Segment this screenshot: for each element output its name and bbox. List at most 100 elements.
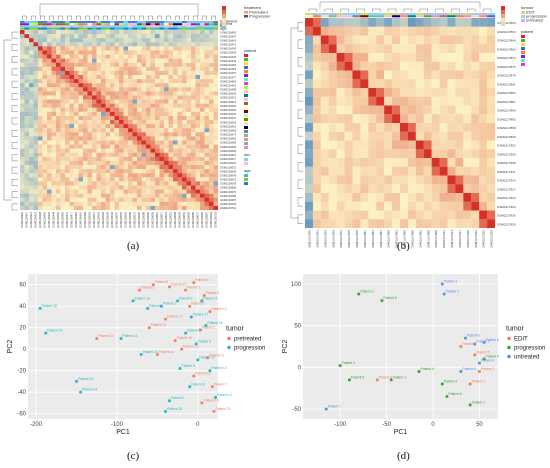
heatmap-cell <box>209 99 214 104</box>
column-label: GSM1216561 <box>124 211 128 228</box>
heatmap-cell <box>128 34 133 39</box>
heatmap-cell <box>96 205 102 211</box>
annotation-cell <box>132 21 138 24</box>
heatmap-cell <box>352 26 361 36</box>
heatmap-cell <box>128 50 133 55</box>
heatmap-cell <box>137 189 142 194</box>
heatmap-cell <box>96 156 102 162</box>
heatmap-cell <box>119 160 124 166</box>
annotation-cell <box>423 15 432 18</box>
point-label: Patient 24 <box>98 334 113 338</box>
annotation-cell <box>128 21 133 24</box>
heatmap-cell <box>407 44 416 54</box>
heatmap-cell <box>42 54 48 59</box>
heatmap-cell <box>29 120 34 125</box>
y-tick-label: 50 <box>294 324 301 330</box>
heatmap-cell <box>42 181 48 186</box>
heatmap-cell <box>78 58 84 63</box>
heatmap-cell <box>209 140 214 145</box>
heatmap-cell <box>119 120 124 125</box>
heatmap-cell <box>132 79 138 84</box>
row-label: GSM1216652 <box>220 178 237 182</box>
heatmap-cell <box>344 166 353 176</box>
heatmap-cell <box>159 185 165 190</box>
column-label: GSM1216694 <box>209 211 213 228</box>
heatmap-cell <box>177 160 183 166</box>
heatmap-cell <box>78 177 84 182</box>
heatmap-cell <box>186 66 192 72</box>
heatmap-cell <box>78 66 84 72</box>
heatmap-cell <box>177 128 183 133</box>
heatmap-cell <box>60 30 66 35</box>
heatmap-cell <box>33 148 39 153</box>
heatmap-cell <box>447 35 456 45</box>
annotation-cell <box>92 25 97 28</box>
point-label: Patient 8 <box>191 382 204 386</box>
annotation-cell <box>168 27 174 30</box>
y-tick-label: 100 <box>291 282 302 288</box>
heatmap-cell <box>128 193 133 198</box>
heatmap-cell <box>177 99 183 104</box>
heatmap-cell <box>155 169 160 174</box>
heatmap-cell <box>65 181 70 186</box>
heatmap-cell <box>384 175 393 185</box>
row-label: GSM1216694 <box>220 202 237 206</box>
heatmap-cell <box>92 42 97 47</box>
heatmap-cell <box>368 184 377 194</box>
heatmap-cell <box>200 62 205 67</box>
heatmap-cell <box>384 158 393 167</box>
heatmap-cell <box>105 50 111 55</box>
heatmap-cell <box>47 75 52 80</box>
heatmap-cell <box>177 140 183 145</box>
heatmap-cell <box>110 201 115 207</box>
heatmap-cell <box>65 177 70 182</box>
heatmap-cell <box>51 58 57 63</box>
heatmap-cell <box>200 140 205 145</box>
heatmap-cell <box>78 103 84 108</box>
heatmap-cell <box>368 175 377 185</box>
data-point <box>189 315 193 319</box>
heatmap-cell <box>128 128 133 133</box>
heatmap-cell <box>92 152 97 157</box>
dendrogram-branch <box>76 15 81 20</box>
heatmap-cell <box>431 79 440 89</box>
heatmap-cell <box>60 169 66 174</box>
heatmap-cell <box>96 197 102 202</box>
heatmap-cell <box>20 115 25 121</box>
heatmap-cell <box>101 46 106 51</box>
heatmap-cell <box>204 79 210 84</box>
heatmap-cell <box>56 152 61 157</box>
heatmap-cell <box>24 34 30 39</box>
heatmap-cell <box>155 120 160 125</box>
heatmap-cell <box>137 185 142 190</box>
heatmap-cell <box>141 70 147 76</box>
heatmap-cell <box>56 181 61 186</box>
heatmap-cell <box>132 201 138 207</box>
heatmap-cell <box>38 111 43 117</box>
heatmap-cell <box>92 181 97 186</box>
heatmap-cell <box>431 53 440 62</box>
annotation-cell <box>173 21 178 24</box>
heatmap-cell <box>69 165 75 170</box>
heatmap-cell <box>204 66 210 72</box>
heatmap-cell <box>447 210 456 220</box>
heatmap-cell <box>200 160 205 166</box>
heatmap-cell <box>96 107 102 112</box>
dendrogram-branch <box>319 1 481 9</box>
heatmap-cell <box>312 35 321 45</box>
heatmap-cell <box>132 99 138 104</box>
heatmap-cell <box>114 193 120 198</box>
heatmap-cell <box>29 148 34 153</box>
heatmap-cell <box>344 184 353 194</box>
heatmap-cell <box>177 148 183 153</box>
heatmap-cell <box>344 53 353 62</box>
heatmap-cell <box>105 66 111 72</box>
heatmap-cell <box>101 54 106 59</box>
heatmap-cell <box>60 173 66 178</box>
heatmap-cell <box>60 66 66 72</box>
heatmap-cell <box>384 219 393 229</box>
heatmap-cell <box>132 103 138 108</box>
point-label: Patient 14 <box>211 307 226 311</box>
legend-item: progression <box>234 346 265 352</box>
column-label: GSM1217860 <box>308 230 312 248</box>
